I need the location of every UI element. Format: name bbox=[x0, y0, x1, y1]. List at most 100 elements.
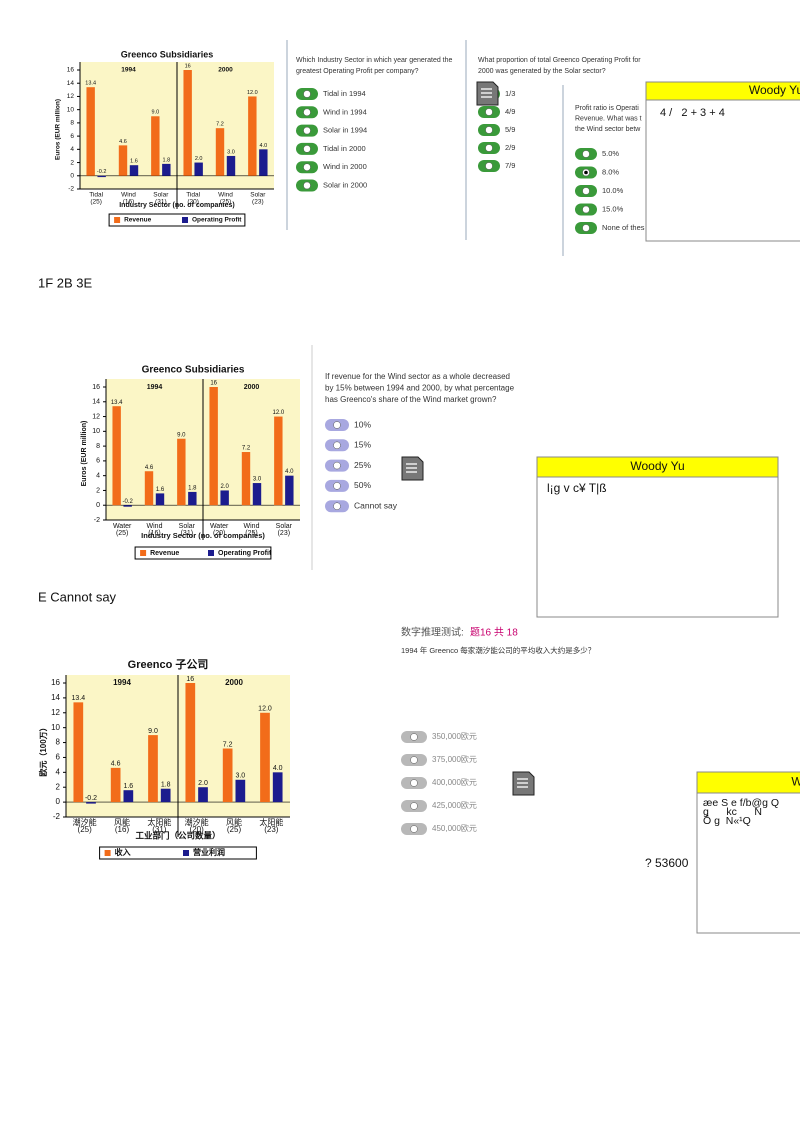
x-tick-count: (20) bbox=[190, 825, 205, 834]
bar bbox=[272, 772, 283, 803]
y-axis-label: Euros (EUR million) bbox=[81, 421, 88, 487]
x-tick-label: 风能 bbox=[226, 817, 242, 827]
y-axis-label: Euros (EUR million) bbox=[55, 99, 62, 160]
option-label[interactable]: 25% bbox=[354, 460, 371, 470]
value-label: 16 bbox=[186, 676, 194, 683]
legend-label: Operating Profit bbox=[192, 217, 242, 224]
radio-dot bbox=[485, 144, 493, 152]
legend-label: 营业利润 bbox=[193, 847, 225, 857]
option-label[interactable]: 375,000欧元 bbox=[432, 754, 477, 764]
option-label[interactable]: Wind in 1994 bbox=[323, 107, 367, 116]
value-label: 12.0 bbox=[247, 90, 258, 96]
option-label[interactable]: None of thes bbox=[602, 223, 645, 232]
question-text: has Greenco's share of the Wind market g… bbox=[325, 395, 497, 404]
legend-swatch bbox=[183, 850, 189, 856]
option-label[interactable]: 4/9 bbox=[505, 107, 515, 116]
option-label[interactable]: 15.0% bbox=[602, 204, 624, 213]
radio-dot bbox=[410, 802, 418, 810]
option-label[interactable]: 7/9 bbox=[505, 161, 515, 170]
value-label: 1.8 bbox=[163, 157, 171, 163]
x-axis-label: 工业部门（公司数量） bbox=[135, 830, 220, 840]
y-tick-label: 8 bbox=[70, 120, 74, 127]
bar bbox=[259, 149, 268, 176]
option-label[interactable]: Tidal in 1994 bbox=[323, 89, 366, 98]
bar bbox=[260, 712, 270, 803]
bar bbox=[198, 787, 208, 803]
x-tick-label: Water bbox=[113, 523, 132, 530]
y-tick-label: 10 bbox=[92, 428, 100, 435]
radio-dot bbox=[333, 421, 341, 429]
option-label[interactable]: 1/3 bbox=[505, 89, 515, 98]
note-header bbox=[645, 81, 800, 101]
legend-box bbox=[134, 546, 272, 560]
radio-dot bbox=[485, 108, 493, 116]
value-label: 12.0 bbox=[272, 410, 284, 416]
option-label[interactable]: 400,000欧元 bbox=[432, 777, 477, 787]
bar bbox=[177, 438, 186, 506]
option-label[interactable]: 450,000欧元 bbox=[432, 823, 477, 833]
radio-dot bbox=[303, 90, 311, 98]
bar bbox=[123, 790, 134, 803]
bar bbox=[123, 505, 132, 507]
y-tick-label: 4 bbox=[70, 146, 74, 153]
y-tick-label: 10 bbox=[67, 106, 75, 113]
x-tick-label: Wind bbox=[244, 523, 260, 530]
radio-dot bbox=[410, 756, 418, 764]
option-label[interactable]: 425,000欧元 bbox=[432, 800, 477, 810]
legend-box bbox=[99, 846, 257, 860]
bar bbox=[248, 96, 257, 176]
x-tick-count: (31) bbox=[155, 199, 167, 206]
radio-dot bbox=[485, 162, 493, 170]
y-tick-label: 16 bbox=[51, 678, 60, 687]
option-label[interactable]: 350,000欧元 bbox=[432, 731, 477, 741]
value-label: 4.0 bbox=[260, 143, 268, 149]
x-tick-label: Wind bbox=[147, 523, 163, 530]
value-label: -0.2 bbox=[85, 795, 97, 802]
option-label[interactable]: 15% bbox=[354, 440, 371, 450]
option-label[interactable]: Tidal in 2000 bbox=[323, 144, 366, 153]
option-label[interactable]: 5/9 bbox=[505, 125, 515, 134]
bar bbox=[188, 491, 197, 506]
option-label[interactable]: 5.0% bbox=[602, 149, 619, 158]
option-label[interactable]: 10% bbox=[354, 419, 371, 429]
x-tick-count: (31) bbox=[181, 530, 193, 537]
bar bbox=[183, 70, 192, 176]
bar bbox=[110, 767, 121, 803]
x-tick-count: (20) bbox=[187, 199, 199, 206]
x-tick-count: (23) bbox=[252, 199, 264, 206]
option-label[interactable]: Cannot say bbox=[354, 500, 398, 510]
option-label[interactable]: Solar in 1994 bbox=[323, 126, 367, 135]
option-label[interactable]: 2/9 bbox=[505, 143, 515, 152]
x-tick-label: Wind bbox=[218, 192, 233, 199]
y-tick-label: 2 bbox=[70, 159, 74, 166]
option-label[interactable]: 8.0% bbox=[602, 167, 619, 176]
option-label[interactable]: 10.0% bbox=[602, 186, 624, 195]
value-label: 7.2 bbox=[216, 122, 224, 128]
value-label: 12.0 bbox=[258, 706, 272, 713]
x-tick-label: 潮汐能 bbox=[185, 817, 209, 827]
value-label: 13.4 bbox=[85, 81, 96, 87]
value-label: 13.4 bbox=[111, 400, 123, 406]
option-label[interactable]: Solar in 2000 bbox=[323, 180, 367, 189]
note-box bbox=[536, 456, 779, 618]
bar bbox=[129, 165, 139, 176]
radio-dot bbox=[333, 482, 341, 490]
bar bbox=[148, 735, 158, 803]
radio-dot bbox=[303, 163, 311, 171]
x-tick-count: (16) bbox=[123, 199, 135, 206]
y-tick-label: 0 bbox=[96, 502, 100, 509]
y-tick-label: 14 bbox=[51, 693, 60, 702]
option-label[interactable]: Wind in 2000 bbox=[323, 162, 367, 171]
note-text: 4 / 2 + 3 + 4 bbox=[660, 107, 725, 119]
question-text: Revenue. What was t bbox=[575, 115, 642, 122]
y-tick-label: 4 bbox=[96, 473, 100, 480]
x-tick-count: (16) bbox=[115, 825, 130, 834]
x-tick-label: Solar bbox=[250, 192, 266, 199]
option-label[interactable]: 50% bbox=[354, 480, 371, 490]
y-tick-label: -2 bbox=[53, 812, 61, 821]
question-text: greatest Operating Profit per company? bbox=[296, 68, 419, 75]
y-tick-label: 6 bbox=[96, 458, 100, 465]
x-tick-label: Solar bbox=[276, 523, 293, 530]
x-tick-count: (25) bbox=[220, 199, 232, 206]
